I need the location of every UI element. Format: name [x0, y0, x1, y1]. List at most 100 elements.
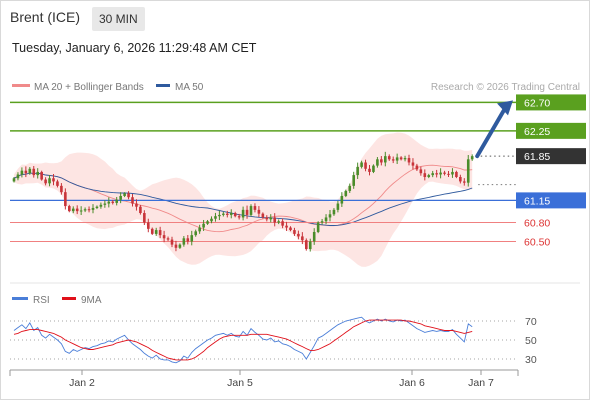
forecast-arrow-head: [497, 100, 513, 116]
timeframe-badge[interactable]: 30 MIN: [92, 7, 145, 31]
level-tags: 62.70 62.25 61.85 61.15 60.80 60.50: [475, 94, 586, 248]
legend-swatch-ma20: [12, 84, 30, 87]
legend-swatch-ma9: [62, 297, 76, 300]
candle-body: [119, 195, 122, 200]
candle-body: [451, 171, 454, 175]
candle-body: [44, 179, 47, 184]
x-tick-label: Jan 6: [399, 377, 425, 389]
candle-body: [12, 178, 16, 182]
price-levels: [10, 101, 516, 242]
candle-body: [312, 231, 316, 242]
candle-body: [222, 213, 225, 215]
candle-body: [395, 157, 399, 161]
candle-body: [194, 231, 197, 236]
candle-body: [253, 206, 257, 210]
forecast-arrow-shaft: [475, 106, 507, 159]
candle-body: [431, 173, 434, 176]
candle-body: [143, 213, 146, 223]
candle-body: [297, 233, 300, 237]
candle-body: [407, 158, 411, 163]
candle-body: [52, 178, 55, 182]
level-label-61-15: 61.15: [524, 195, 550, 207]
candle-body: [308, 241, 312, 250]
bollinger-area: [14, 132, 473, 267]
candle-body: [226, 213, 229, 215]
candle-body: [372, 165, 375, 172]
legend-label-ma50: MA 50: [175, 82, 204, 93]
candle-body: [277, 221, 280, 223]
candle-body: [301, 236, 304, 241]
candle-body: [269, 217, 273, 220]
candle-body: [257, 209, 261, 214]
candle-body: [305, 240, 308, 250]
candle-body: [202, 223, 205, 228]
candle-body: [135, 203, 138, 207]
candles: [12, 151, 474, 252]
x-tick-label: Jan 5: [227, 377, 253, 389]
candle-body: [170, 239, 174, 245]
candle-body: [384, 156, 387, 163]
candle-body: [336, 203, 340, 210]
bollinger-band: [14, 132, 473, 267]
candle-body: [87, 209, 91, 211]
candle-body: [399, 157, 403, 160]
candle-body: [466, 159, 470, 183]
candle-body: [423, 173, 427, 177]
candle-body: [360, 162, 363, 167]
legend-swatch-rsi: [12, 297, 28, 300]
candle-body: [380, 159, 383, 163]
rsi-tick-70: 70: [525, 316, 537, 328]
candle-body: [391, 159, 395, 161]
report-datetime: Tuesday, January 6, 2026 11:29:48 AM CET: [12, 41, 257, 55]
level-label-60-80: 60.80: [524, 218, 550, 230]
candle-body: [99, 204, 103, 207]
candle-body: [332, 209, 336, 215]
candle-body: [36, 171, 39, 176]
candle-body: [364, 162, 367, 169]
rsi-panel: 70 50 30: [10, 316, 537, 366]
candle-body: [198, 227, 201, 232]
candle-body: [60, 185, 63, 193]
candle-body: [147, 222, 150, 229]
candle-body: [324, 217, 328, 222]
candle-body: [218, 214, 221, 217]
candle-body: [162, 235, 166, 239]
candle-body: [71, 208, 75, 212]
candle-body: [210, 218, 213, 222]
candle-body: [285, 225, 288, 228]
candle-body: [56, 181, 59, 186]
candle-body: [28, 168, 32, 174]
level-tag-62-70: [516, 94, 586, 111]
x-tick-label: Jan 2: [69, 377, 95, 389]
candle-body: [261, 213, 265, 218]
candle-body: [265, 217, 269, 220]
candle-body: [68, 206, 71, 212]
rsi-tick-30: 30: [525, 354, 537, 366]
x-tick-label: Jan 7: [468, 377, 494, 389]
candle-body: [127, 193, 130, 198]
instrument-title: Brent (ICE): [10, 9, 81, 25]
rsi-ma9-line: [13, 319, 473, 361]
candle-body: [40, 171, 43, 180]
candle-body: [415, 165, 419, 170]
candle-body: [16, 174, 20, 179]
legend-label-ma20: MA 20 + Bollinger Bands: [34, 82, 144, 93]
candle-body: [439, 172, 442, 175]
candle-body: [356, 166, 359, 176]
x-axis-ticks: Jan 2 Jan 5 Jan 6 Jan 7: [69, 370, 494, 389]
candle-body: [459, 177, 462, 182]
candle-body: [79, 210, 83, 212]
candle-body: [32, 168, 36, 176]
candle-body: [186, 238, 190, 242]
candle-body: [419, 169, 423, 174]
candle-body: [344, 190, 348, 196]
candle-body: [316, 222, 320, 232]
legend-swatch-ma50: [156, 84, 170, 87]
candle-body: [447, 173, 450, 175]
candle-body: [178, 244, 182, 248]
candle-body: [206, 221, 209, 224]
last-price-label: 61.85: [524, 151, 550, 163]
candle-body: [427, 175, 431, 177]
candle-body: [174, 244, 178, 248]
